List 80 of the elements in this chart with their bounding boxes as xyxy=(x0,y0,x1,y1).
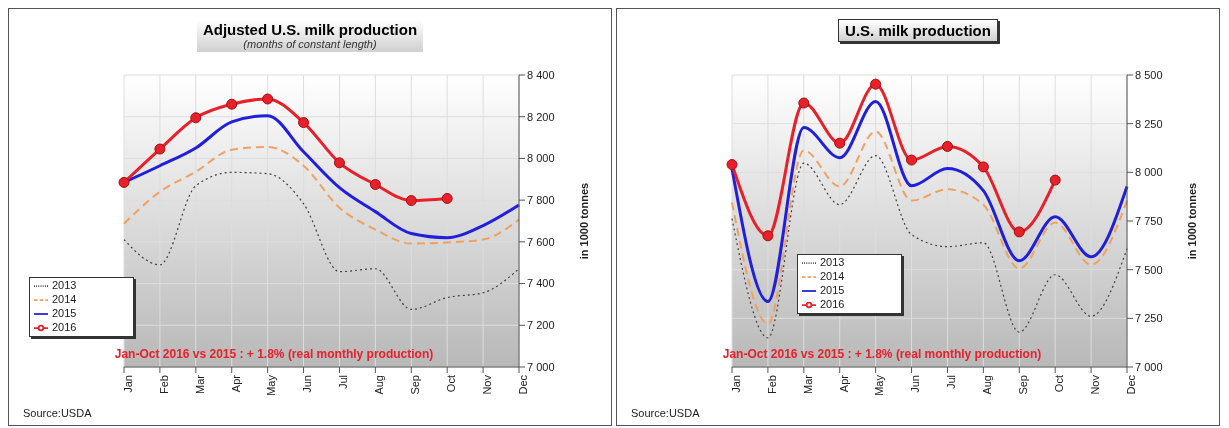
x-tick-label: Jun xyxy=(909,375,922,393)
y-tick-label: 8 000 xyxy=(1135,166,1163,179)
x-tick-label: Feb xyxy=(157,375,170,394)
legend-label: 2014 xyxy=(820,270,845,283)
y-tick-label: 7 000 xyxy=(1135,360,1163,373)
line-series xyxy=(123,145,520,245)
point xyxy=(1013,226,1025,238)
point xyxy=(298,117,310,129)
chart-title: U.S. milk production xyxy=(845,22,991,39)
x-tick-label: Nov xyxy=(1088,374,1101,395)
x-tick-label: May xyxy=(265,374,278,396)
y-tick-label: 7 400 xyxy=(527,277,555,290)
point xyxy=(262,93,274,105)
legend-label: 2016 xyxy=(52,321,77,334)
x-tick-label: Dec xyxy=(516,374,529,395)
y-tick-label: 7 500 xyxy=(1135,263,1163,276)
source-note: Source:USDA xyxy=(631,407,700,419)
y-tick-label: 7 250 xyxy=(1135,312,1163,325)
legend-label: 2013 xyxy=(820,256,845,268)
x-tick-label: Aug xyxy=(373,375,386,395)
x-tick-label: Oct xyxy=(444,375,457,393)
point xyxy=(906,154,918,166)
x-tick-label: Jan xyxy=(729,375,742,393)
x-tick-label: Aug xyxy=(981,375,994,395)
point xyxy=(441,192,453,204)
x-tick-label: Dec xyxy=(1124,374,1137,395)
y-tick-label: 7 600 xyxy=(527,235,555,248)
legend-label: 2014 xyxy=(52,293,77,306)
point xyxy=(941,140,953,152)
x-tick-label: Jul xyxy=(945,375,958,390)
legend-label: 2013 xyxy=(52,279,77,291)
y-tick-label: 8 400 xyxy=(527,68,555,81)
y-tick-label: 8 000 xyxy=(527,152,555,165)
point xyxy=(333,157,345,169)
x-tick-label: Apr xyxy=(229,374,242,393)
y-tick-label: 7 000 xyxy=(527,360,555,373)
y-tick-label: 8 200 xyxy=(527,110,555,123)
line-series xyxy=(731,154,1128,339)
point xyxy=(369,179,381,190)
annotation: Jan-Oct 2016 vs 2015 : + 1.8% (real monthly production) xyxy=(113,347,435,361)
y-tick-label: 7 750 xyxy=(1135,214,1163,227)
point xyxy=(977,161,989,173)
x-tick-label: Nov xyxy=(480,374,493,395)
point xyxy=(154,143,166,155)
point xyxy=(405,195,417,207)
y-tick-label: 8 250 xyxy=(1135,117,1163,130)
source-note: Source:USDA xyxy=(23,407,92,419)
y-axis-title: in 1000 tonnes xyxy=(1185,182,1198,260)
x-tick-label: Sep xyxy=(409,375,422,395)
x-tick-label: Mar xyxy=(801,374,814,394)
chart-title: Adjusted U.S. milk production xyxy=(202,21,418,38)
chart-subtitle: (months of constant length) xyxy=(242,38,378,50)
x-tick-label: Oct xyxy=(1052,375,1065,393)
point xyxy=(870,78,882,90)
legend-label: 2015 xyxy=(52,307,77,320)
point xyxy=(1049,174,1061,186)
y-axis-title: in 1000 tonnes xyxy=(577,182,590,260)
line-series xyxy=(731,130,1128,325)
point xyxy=(190,112,202,124)
x-tick-label: May xyxy=(873,374,886,396)
point xyxy=(762,230,774,242)
y-tick-label: 8 500 xyxy=(1135,68,1163,81)
x-tick-label: Jul xyxy=(337,375,350,390)
point xyxy=(226,98,238,110)
legend-label: 2016 xyxy=(820,298,845,311)
x-tick-label: Jun xyxy=(301,375,314,393)
annotation: Jan-Oct 2016 vs 2015 : + 1.8% (real monthly production) xyxy=(721,347,1043,361)
point xyxy=(118,176,130,188)
line-series xyxy=(123,171,520,311)
x-tick-label: Jan xyxy=(121,375,134,393)
legend-label: 2015 xyxy=(820,284,845,297)
x-tick-label: Mar xyxy=(193,374,206,394)
y-tick-label: 7 800 xyxy=(527,194,555,207)
point xyxy=(798,97,810,109)
y-tick-label: 7 200 xyxy=(527,319,555,332)
x-tick-label: Sep xyxy=(1017,375,1030,395)
point xyxy=(726,159,738,171)
point xyxy=(834,137,846,149)
x-tick-label: Apr xyxy=(837,374,850,393)
x-tick-label: Feb xyxy=(765,375,778,394)
